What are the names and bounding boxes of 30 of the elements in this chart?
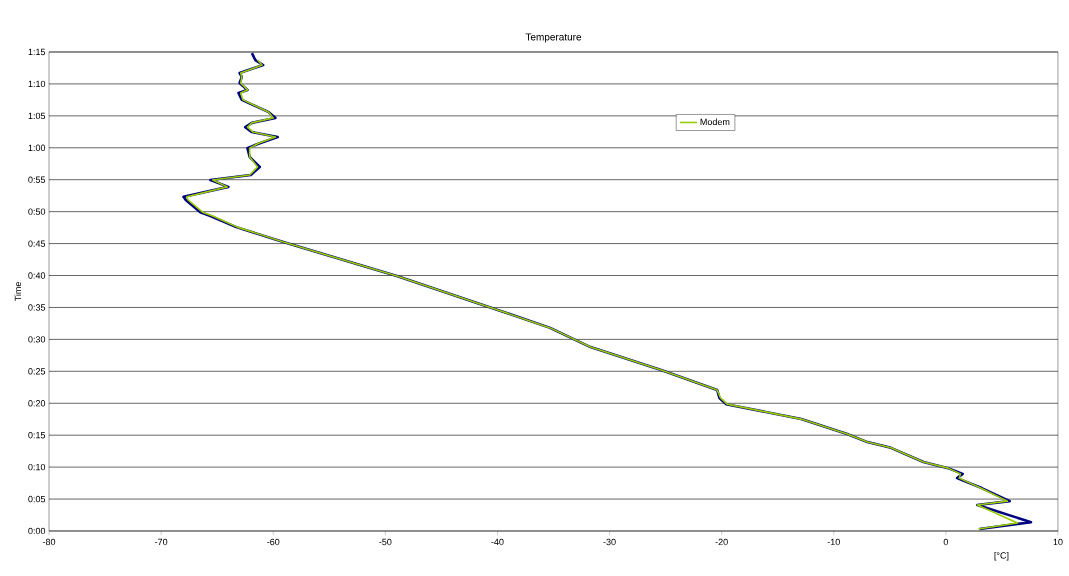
- y-tick-label: 0:40: [28, 272, 46, 279]
- y-tick-label: 1:00: [28, 144, 46, 151]
- y-tick-label: 1:15: [28, 48, 46, 56]
- x-tick-label: 10: [1053, 538, 1063, 546]
- x-tick-label: -70: [155, 538, 168, 546]
- y-tick-label: 0:00: [28, 527, 46, 535]
- y-tick-label: 0:25: [28, 368, 46, 375]
- y-tick-label: 0:45: [28, 240, 46, 247]
- x-tick-label: -10: [827, 538, 840, 546]
- x-axis-title: [°C]: [994, 552, 1009, 561]
- y-tick-label: 1:10: [28, 80, 46, 88]
- y-tick-label: 1:05: [28, 112, 46, 120]
- x-tick-label: -50: [379, 538, 392, 546]
- x-tick-label: -20: [715, 538, 728, 546]
- y-tick-label: 0:55: [28, 176, 46, 183]
- x-tick-label: -40: [491, 538, 504, 546]
- y-tick-label: 0:10: [28, 463, 46, 471]
- x-tick-label: 0: [943, 538, 948, 546]
- x-tick-label: -30: [603, 538, 616, 546]
- x-tick-label: -80: [42, 538, 56, 546]
- x-tick-label: -60: [267, 538, 280, 546]
- chart-title: Temperature: [525, 33, 582, 43]
- y-tick-label: 0:15: [28, 432, 46, 439]
- y-tick-label: 0:50: [28, 208, 46, 215]
- y-tick-label: 0:35: [28, 304, 46, 311]
- legend-label: Modem: [700, 118, 730, 126]
- y-tick-label: 0:20: [28, 400, 46, 407]
- y-axis-title: Time: [14, 282, 22, 302]
- y-tick-label: 0:30: [28, 336, 46, 343]
- y-tick-label: 0:05: [28, 495, 46, 503]
